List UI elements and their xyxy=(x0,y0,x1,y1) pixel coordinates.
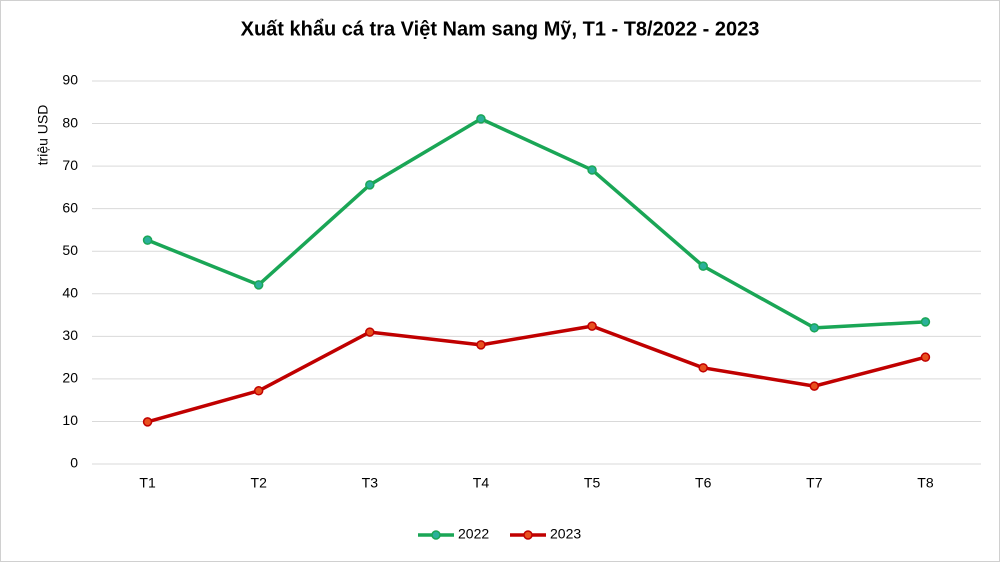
y-tick-label: 60 xyxy=(62,199,78,215)
data-point xyxy=(809,323,820,333)
data-point xyxy=(920,352,931,362)
data-point xyxy=(253,386,264,396)
y-tick-label: 50 xyxy=(62,242,78,258)
data-point xyxy=(476,340,486,350)
y-tick-label: 0 xyxy=(70,455,78,471)
data-point xyxy=(253,280,264,290)
data-point xyxy=(587,321,597,331)
x-tick-label: T8 xyxy=(917,475,934,491)
x-tick-label: T5 xyxy=(584,475,601,491)
legend-label: 2022 xyxy=(458,526,489,542)
y-tick-label: 20 xyxy=(62,370,78,386)
data-point xyxy=(142,235,153,245)
data-point xyxy=(698,261,708,271)
data-point xyxy=(809,381,820,391)
chart-title: Xuất khẩu cá tra Việt Nam sang Mỹ, T1 - … xyxy=(241,18,760,40)
legend-marker xyxy=(431,530,441,540)
data-point xyxy=(587,165,597,175)
series-line xyxy=(147,324,926,424)
series-line xyxy=(146,117,926,330)
y-tick-label: 30 xyxy=(62,327,78,343)
data-point xyxy=(142,417,153,427)
y-tick-label: 40 xyxy=(62,284,78,300)
data-point xyxy=(476,114,486,124)
y-tick-label: 10 xyxy=(62,412,78,428)
y-tick-label: 80 xyxy=(62,114,78,130)
legend-marker xyxy=(523,530,533,540)
x-tick-label: T6 xyxy=(695,475,712,491)
x-tick-label: T2 xyxy=(251,475,268,491)
y-tick-label: 70 xyxy=(62,157,78,173)
legend-label: 2023 xyxy=(550,526,581,542)
data-point xyxy=(698,363,708,373)
y-tick-label: 90 xyxy=(62,72,78,88)
x-tick-label: T3 xyxy=(362,475,379,491)
data-point xyxy=(365,327,375,337)
data-point xyxy=(920,317,931,327)
y-axis-label: triệu USD xyxy=(35,105,51,166)
x-tick-label: T4 xyxy=(473,475,490,491)
data-point xyxy=(365,180,375,190)
x-tick-label: T1 xyxy=(139,475,156,491)
x-tick-label: T7 xyxy=(806,475,823,491)
